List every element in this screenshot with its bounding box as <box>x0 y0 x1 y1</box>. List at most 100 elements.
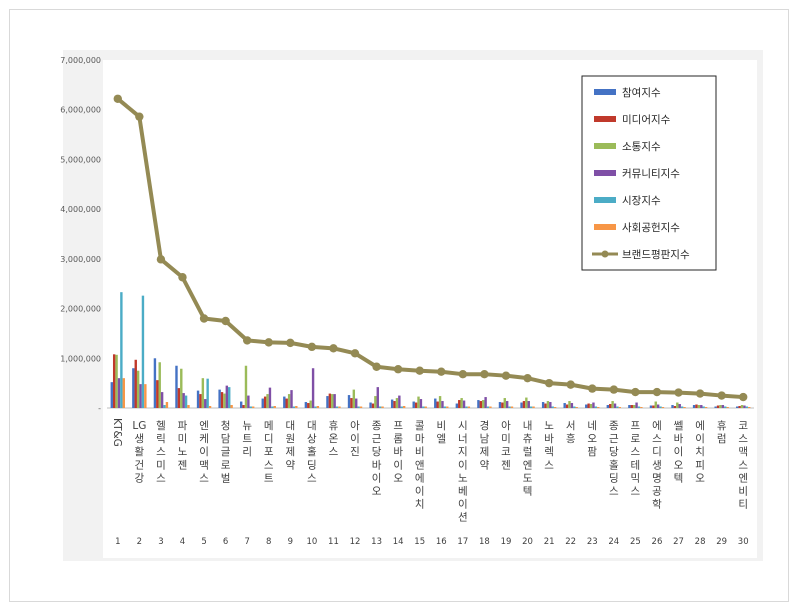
bar <box>400 406 403 408</box>
legend-label: 브랜드평판지수 <box>622 249 690 261</box>
line-point <box>329 344 338 353</box>
rank-label: 7 <box>244 537 249 547</box>
bar <box>692 405 696 408</box>
bar <box>585 404 588 408</box>
bar <box>136 370 140 408</box>
bar <box>141 295 145 408</box>
bar <box>352 389 356 408</box>
bar <box>743 405 746 408</box>
y-tick-label: 3,000,000 <box>60 255 101 264</box>
rank-label: 25 <box>630 537 641 547</box>
bar <box>446 406 449 408</box>
bar <box>206 378 209 408</box>
bar <box>702 406 705 408</box>
bar <box>678 404 681 408</box>
bar <box>683 407 686 408</box>
bar <box>443 406 447 408</box>
bar <box>110 382 113 408</box>
bar <box>376 387 379 408</box>
bar <box>390 399 394 408</box>
rank-label: 20 <box>522 537 533 547</box>
bar <box>477 400 480 408</box>
line-point <box>523 373 532 383</box>
bar <box>117 378 121 408</box>
rank-label: 2 <box>137 537 142 547</box>
category-area <box>103 410 757 558</box>
bar <box>266 394 269 408</box>
legend-label: 커뮤니티지수 <box>622 168 680 180</box>
bar <box>434 398 437 408</box>
line-point <box>609 385 619 394</box>
line-point <box>415 366 424 375</box>
bar <box>597 407 600 408</box>
bar <box>249 406 252 408</box>
bar <box>263 396 267 408</box>
bar <box>251 406 255 408</box>
bar <box>184 395 188 408</box>
bar <box>132 368 135 408</box>
bar <box>424 406 427 408</box>
line-point <box>350 349 360 358</box>
rank-labels: 1 2 3 4 5 6 7 8 9 10 11 12 13 14 15 16 17 18 19 20 21 22 23 24 2… <box>115 537 749 547</box>
legend-label: 시장지수 <box>622 195 661 207</box>
bar <box>498 402 502 408</box>
bar <box>381 406 384 408</box>
rank-label: 10 <box>306 537 317 547</box>
bar <box>745 406 749 408</box>
bar <box>134 359 137 408</box>
line-point <box>588 384 597 393</box>
line-point <box>480 369 489 379</box>
bar <box>738 406 741 408</box>
line-point <box>156 255 166 264</box>
bar <box>726 407 729 408</box>
bar <box>357 406 360 408</box>
legend-swatch <box>594 170 616 176</box>
bar <box>228 387 231 408</box>
rank-label: 1 <box>115 537 120 547</box>
bar <box>616 406 619 408</box>
bar <box>484 397 487 408</box>
bar <box>587 403 590 408</box>
rank-label: 5 <box>201 537 206 547</box>
bar <box>199 394 202 408</box>
rank-label: 28 <box>695 537 706 547</box>
bar <box>120 292 123 408</box>
bar <box>326 396 329 408</box>
bar <box>273 406 276 408</box>
bar <box>220 392 224 408</box>
rank-label: 30 <box>738 537 749 547</box>
rank-label: 19 <box>501 537 512 547</box>
bar <box>335 406 339 408</box>
bar <box>283 396 286 408</box>
bar <box>628 405 631 408</box>
y-tick-label: 6,000,000 <box>60 106 101 115</box>
bar <box>393 401 396 408</box>
bar <box>673 406 677 408</box>
bar <box>695 404 698 408</box>
rank-label: 17 <box>457 537 468 547</box>
bar <box>649 405 653 408</box>
bar <box>412 401 415 408</box>
bar <box>180 368 183 408</box>
bar <box>309 400 312 408</box>
bar <box>611 401 614 408</box>
bar <box>177 388 181 408</box>
rank-label: 15 <box>414 537 425 547</box>
line-point <box>652 387 662 397</box>
bar <box>575 407 578 408</box>
bar <box>271 406 274 408</box>
line-point <box>199 314 209 323</box>
bar <box>307 403 310 408</box>
bar <box>479 401 483 408</box>
bar <box>632 405 636 408</box>
rank-label: 11 <box>328 537 339 547</box>
bar <box>218 389 221 408</box>
